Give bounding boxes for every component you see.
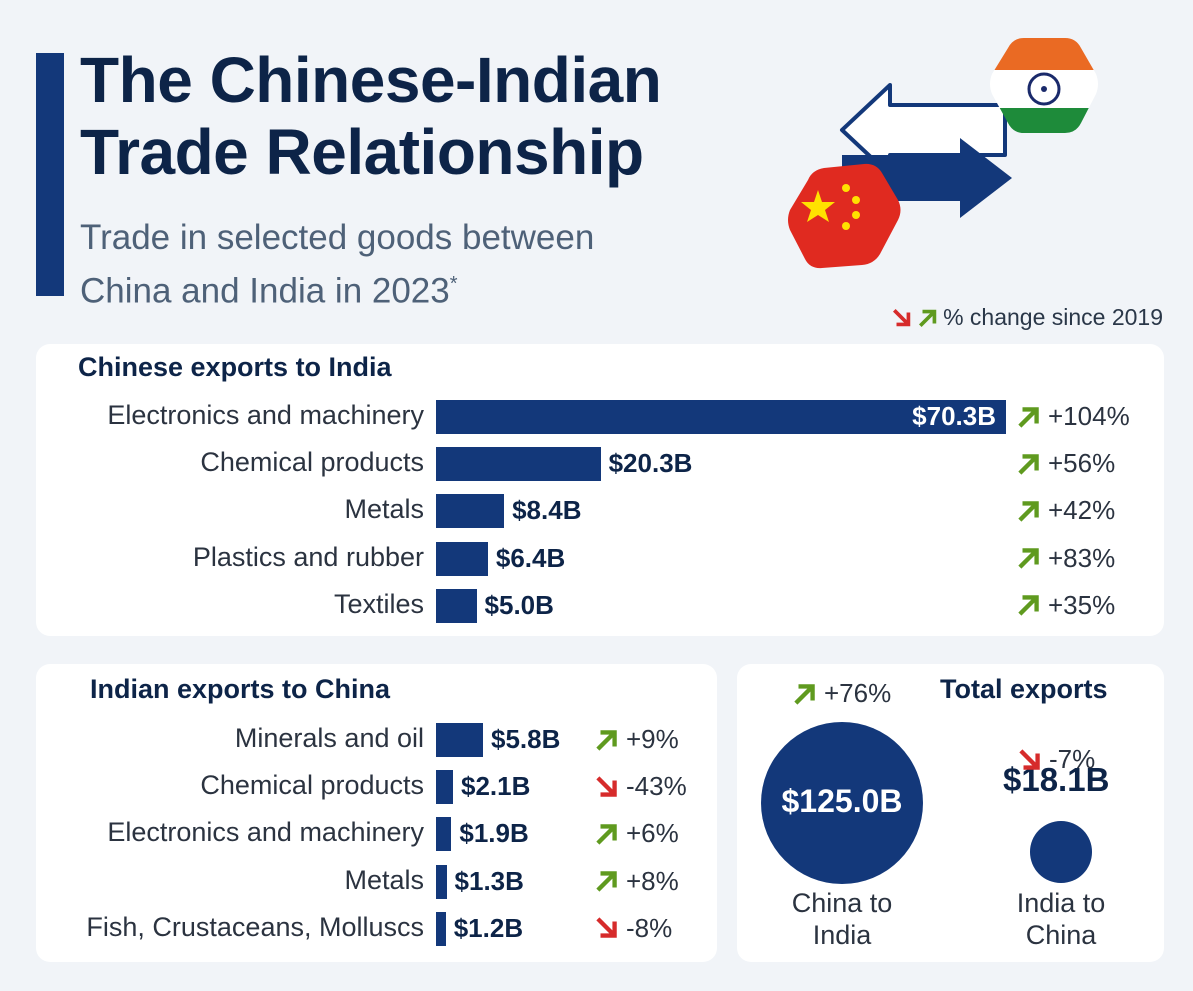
up-arrow-icon (1018, 453, 1039, 475)
down-arrow-icon (596, 917, 617, 939)
down-arrow-icon (893, 308, 911, 326)
accent-bar (36, 53, 64, 296)
category-label: Plastics and rubber (192, 541, 424, 572)
bubble (1030, 821, 1092, 883)
value-label: $1.9B (459, 818, 529, 849)
legend-text: % change since 2019 (943, 304, 1163, 330)
category-label: Electronics and machinery (107, 817, 424, 848)
value-label: $8.4B (512, 495, 582, 526)
caption-line: China (1025, 920, 1097, 950)
bar (436, 588, 477, 623)
value-label: $1.3B (454, 865, 524, 896)
title-line-1: The Chinese-Indian (80, 44, 662, 116)
change-text: -7% (1049, 744, 1096, 774)
category-label: Electronics and machinery (107, 400, 424, 430)
value-label: $1.2B (453, 912, 524, 943)
change-text: +83% (1048, 542, 1116, 573)
subtitle-line-1: Trade in selected goods between (80, 218, 595, 257)
caption-line: India to (1016, 888, 1106, 918)
up-arrow-icon (596, 729, 617, 751)
up-arrow-icon (1018, 548, 1039, 569)
change-text: -8% (626, 912, 673, 943)
category-label: Textiles (333, 588, 424, 619)
chinese-exports-title: Chinese exports to India (78, 352, 392, 382)
indian-exports-panel (36, 664, 717, 962)
bubble-change-indicator: +76% (792, 678, 891, 709)
category-label: Chemical products (200, 447, 424, 478)
bar (436, 770, 454, 805)
value-label: $20.3B (608, 448, 693, 479)
change-text: +56% (1048, 448, 1116, 479)
category-label: Chemical products (200, 770, 424, 801)
bubble (761, 722, 923, 884)
china-flag-icon (788, 163, 901, 269)
bubble-caption: India to China (981, 887, 1141, 951)
page-title: The Chinese-Indian Trade Relationship (80, 44, 662, 188)
change-indicator: -43% (594, 771, 687, 802)
change-text: +6% (626, 818, 679, 849)
change-indicator: -8% (594, 913, 672, 944)
category-label: Fish, Crustaceans, Molluscs (86, 911, 424, 942)
caption-line: India (812, 920, 872, 950)
bar (436, 864, 447, 899)
change-indicator: +104% (1016, 401, 1130, 432)
bar (436, 723, 484, 757)
chinese-exports-panel (36, 344, 1164, 636)
up-arrow-icon (596, 824, 617, 845)
up-arrow-icon (919, 309, 937, 327)
change-indicator: +42% (1016, 495, 1115, 526)
bar (436, 400, 1006, 434)
value-label: $5.0B (484, 589, 554, 620)
down-arrow-icon (1019, 748, 1040, 770)
up-arrow-icon (1018, 501, 1039, 522)
change-indicator: +56% (1016, 448, 1115, 479)
trade-flags-graphic (788, 38, 1098, 269)
bubble-value-label: $125.0B (781, 783, 903, 819)
up-arrow-icon (1018, 595, 1039, 616)
title-line-2: Trade Relationship (80, 116, 644, 188)
change-text: +8% (626, 865, 679, 896)
change-indicator: +9% (594, 724, 679, 755)
change-indicator: +83% (1016, 543, 1115, 574)
change-indicator: +6% (594, 818, 679, 849)
category-label: Metals (344, 864, 424, 895)
footnote-marker: * (449, 273, 458, 295)
up-arrow-icon (1018, 406, 1039, 428)
change-text: +76% (824, 678, 892, 708)
change-text: +9% (626, 724, 679, 754)
change-indicator: +35% (1016, 590, 1115, 621)
change-indicator: +8% (594, 866, 679, 897)
value-label: $70.3B (912, 401, 996, 431)
subtitle-line-2: China and India in 2023 (80, 271, 450, 311)
total-exports-title: Total exports (940, 674, 1108, 704)
value-label: $5.8B (491, 724, 561, 754)
bar (436, 494, 505, 529)
value-label: $2.1B (461, 771, 531, 802)
bar (436, 541, 488, 576)
bar (436, 447, 601, 482)
up-arrow-icon (794, 683, 815, 705)
change-text: +35% (1048, 589, 1116, 620)
legend-note: % change since 2019 (891, 304, 1163, 331)
indian-exports-title: Indian exports to China (90, 674, 391, 704)
change-text: -43% (626, 771, 687, 802)
subtitle: Trade in selected goods between China an… (80, 215, 594, 315)
up-arrow-icon (596, 871, 617, 892)
bar (436, 817, 452, 852)
bubble-value-label: $18.1B (1003, 761, 1110, 799)
value-label: $6.4B (495, 542, 566, 573)
bubble-change-indicator: -7% (1017, 744, 1095, 775)
bubble-caption: China to India (762, 887, 922, 951)
category-label: Minerals and oil (234, 723, 424, 753)
bar (436, 911, 446, 946)
caption-line: China to (791, 888, 893, 918)
change-text: +42% (1048, 495, 1116, 526)
change-text: +104% (1048, 401, 1130, 431)
down-arrow-icon (596, 776, 617, 797)
category-label: Metals (344, 494, 424, 525)
